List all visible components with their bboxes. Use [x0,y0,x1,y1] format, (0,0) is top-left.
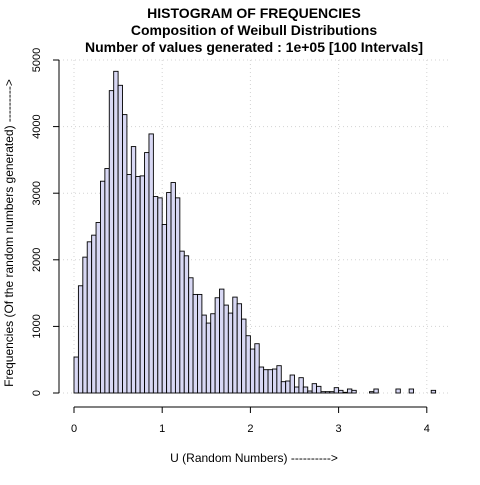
histogram-bar [294,386,300,394]
histogram-bar [320,391,326,394]
histogram-bar [249,348,256,394]
y-axis-label: Frequencies (Of the random numbers gener… [2,79,16,387]
histogram-bar [135,176,141,394]
histogram-bar [241,318,247,394]
histogram-bar [280,381,287,394]
x-tick-label: 0 [71,423,77,435]
histogram-bar [236,303,243,394]
histogram-bar [214,297,220,394]
histogram-bar [285,380,291,394]
histogram-bar [157,197,163,394]
histogram-bar [227,312,234,394]
histogram-bar [183,255,190,394]
histogram-bar [258,366,265,394]
histogram-bar [91,234,97,394]
x-tick-label: 4 [424,423,430,435]
x-tick-label: 1 [159,423,165,435]
histogram-bar [430,389,437,394]
x-tick-label: 2 [247,423,253,435]
histogram-bar [316,385,322,394]
histogram-bar [179,250,185,394]
histogram-bar [267,369,273,394]
axis-layer: 0 1 2 3 4 0 1000 2000 3000 4000 5000 [31,48,430,435]
histogram-bar [254,343,260,394]
histogram-bar [289,374,295,394]
histogram-bar [77,285,84,394]
histogram-bar [73,356,79,394]
y-tick-label: 1000 [31,314,43,338]
histogram-bar [223,304,229,394]
histogram-bar [161,224,168,394]
histogram-bar [104,168,110,394]
histogram-bar [152,196,159,394]
x-tick-label: 3 [336,423,342,435]
y-tick-label: 0 [31,390,43,396]
histogram-bar [210,313,216,394]
chart-title-line-1: HISTOGRAM OF FREQUENCIES [147,5,361,21]
histogram-bar [126,174,132,394]
histogram-bar [373,388,379,394]
chart-title-line-3: Number of values generated : 1e+05 [100 … [85,39,423,55]
x-axis-label: U (Random Numbers) ----------> [170,451,338,465]
histogram-bar [298,377,304,394]
histogram-bar [408,388,415,394]
histogram-bar [166,192,172,394]
histogram-bar [122,114,128,394]
histogram-bar [272,368,278,394]
histogram-bar [395,388,401,394]
histogram-bar [188,277,194,394]
histogram-bar [108,90,115,394]
histogram-bar [139,175,146,394]
histogram-bar [342,391,348,394]
histogram-bar [351,389,357,394]
histogram-bar [311,383,318,394]
histogram-bar [205,322,212,394]
y-tick-label: 4000 [31,114,43,138]
y-tick-label: 5000 [31,48,43,72]
histogram-bar [329,391,335,394]
histogram-bar [117,84,123,394]
histogram-bar [302,386,309,394]
histogram-bar [276,365,282,394]
histogram-bar [232,296,238,394]
histogram-bar [192,293,198,394]
histogram-bar [201,314,207,394]
y-tick-label: 3000 [31,181,43,205]
histogram-bar [197,293,203,394]
histogram-bar [346,388,353,394]
histogram-bar [338,389,344,394]
chart-title-line-2: Composition of Weibull Distributions [131,22,377,38]
histogram-bar [100,180,106,394]
histogram-bar [130,146,137,394]
histogram-bar [113,70,119,394]
histogram-bar [307,390,313,394]
histogram-bar [333,387,340,394]
histogram-bar [95,222,101,394]
histogram-bar [219,288,225,394]
histogram-bar [82,256,88,394]
histogram-bar [144,152,150,394]
histogram-bar [245,335,251,394]
histogram-bar [148,133,154,394]
histogram-bar [170,182,176,394]
histogram-bar [86,241,93,394]
histogram-bar [263,369,269,394]
bar-layer [73,70,437,394]
histogram-bar [324,391,331,394]
histogram-bar [174,197,181,394]
histogram-bar [369,391,375,394]
y-tick-label: 2000 [31,248,43,272]
